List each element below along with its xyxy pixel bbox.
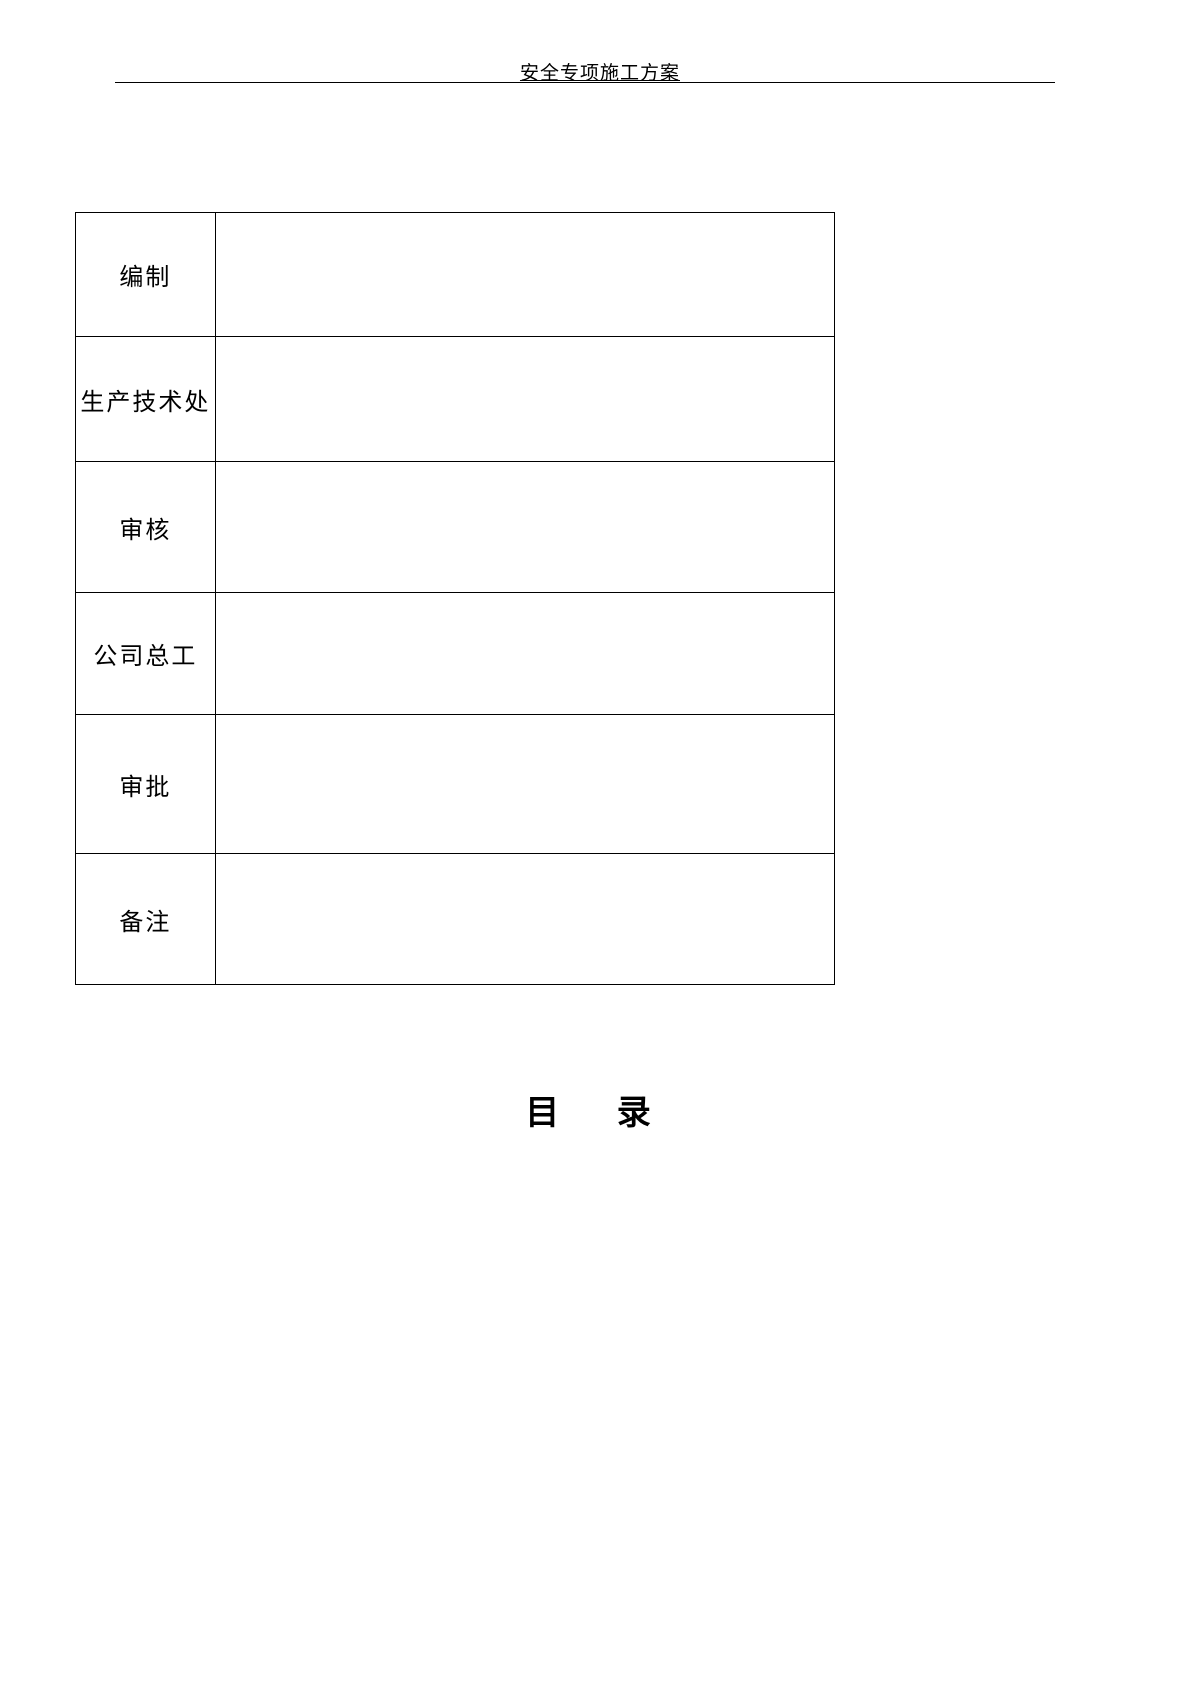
value-cell-tech-dept <box>215 337 834 462</box>
label-cell-review: 审核 <box>76 462 216 593</box>
table-row: 备注 <box>76 854 835 985</box>
value-cell-chief-eng <box>215 593 834 715</box>
table-row: 生产技术处 <box>76 337 835 462</box>
value-cell-review <box>215 462 834 593</box>
toc-heading: 目 录 <box>0 1085 1200 1134</box>
approval-table: 编制 生产技术处 审核 公司总工 审批 备注 <box>75 212 835 985</box>
table-row: 审批 <box>76 715 835 854</box>
page-header: 安全专项施工方案 <box>0 58 1200 85</box>
value-cell-approve <box>215 715 834 854</box>
header-underline-rule <box>115 82 1055 83</box>
label-cell-remark: 备注 <box>76 854 216 985</box>
table-row: 审核 <box>76 462 835 593</box>
label-cell-tech-dept: 生产技术处 <box>76 337 216 462</box>
label-cell-approve: 审批 <box>76 715 216 854</box>
table-row: 公司总工 <box>76 593 835 715</box>
label-cell-compile: 编制 <box>76 213 216 337</box>
header-title: 安全专项施工方案 <box>520 58 680 85</box>
table-row: 编制 <box>76 213 835 337</box>
value-cell-remark <box>215 854 834 985</box>
label-cell-chief-eng: 公司总工 <box>76 593 216 715</box>
value-cell-compile <box>215 213 834 337</box>
